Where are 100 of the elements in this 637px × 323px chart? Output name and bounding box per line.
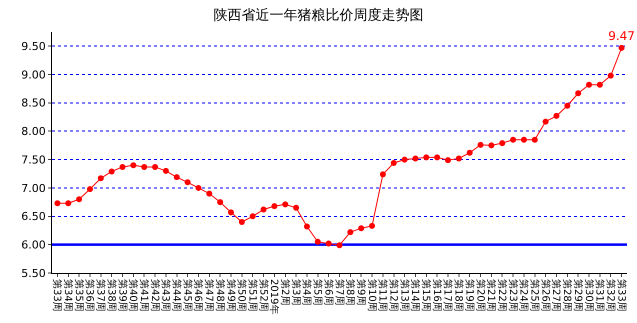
x-tick-label: 第10周 xyxy=(366,279,378,312)
point xyxy=(314,238,321,245)
y-tick-label: 7.00 xyxy=(21,182,46,195)
point xyxy=(304,224,310,230)
x-tick-label: 第30周 xyxy=(582,279,595,312)
point xyxy=(444,157,451,164)
data-label: 9.47 xyxy=(608,29,635,44)
point xyxy=(390,160,397,166)
point xyxy=(532,136,538,143)
point xyxy=(54,200,60,206)
x-tick-label: 第8周 xyxy=(344,279,356,306)
point xyxy=(423,154,430,160)
x-tick-label: 第33周 xyxy=(51,279,64,312)
x-tick-label: 第15周 xyxy=(420,279,432,312)
point xyxy=(510,136,516,143)
x-tick-label: 第37周 xyxy=(94,279,107,312)
x-tick-label: 第9周 xyxy=(354,279,367,306)
point xyxy=(238,218,245,225)
x-tick-label: 第31周 xyxy=(594,279,606,312)
x-tick-label: 第25周 xyxy=(528,279,541,312)
x-tick-label: 第14周 xyxy=(409,279,422,312)
point xyxy=(184,179,191,186)
x-tick-label: 第50周 xyxy=(236,279,248,312)
x-tick-label: 第43周 xyxy=(160,279,172,312)
point xyxy=(575,90,582,96)
point xyxy=(195,184,202,191)
point xyxy=(553,112,560,119)
y-tick-label: 7.50 xyxy=(21,153,46,166)
x-tick-label: 第33周 xyxy=(615,279,628,312)
y-tick-label: 9.00 xyxy=(21,68,46,82)
x-tick-label: 第13周 xyxy=(398,279,410,312)
x-tick-label: 第29周 xyxy=(572,279,584,312)
y-tick-label: 6.00 xyxy=(21,238,46,252)
point xyxy=(586,82,592,88)
x-tick-label: 第48周 xyxy=(214,279,226,312)
point xyxy=(402,156,408,163)
point xyxy=(358,225,364,232)
x-tick-label: 第49周 xyxy=(224,279,237,312)
x-tick-label: 第51周 xyxy=(246,279,258,312)
point xyxy=(412,155,418,162)
x-tick-label: 第27周 xyxy=(550,279,562,312)
x-tick-label: 第2周 xyxy=(279,279,291,306)
y-tick-label: 5.50 xyxy=(21,266,46,280)
x-tick-label: 第45周 xyxy=(181,279,194,312)
x-tick-label: 第21周 xyxy=(485,279,498,312)
x-tick-label: 第42周 xyxy=(148,279,161,312)
x-tick-label: 第16周 xyxy=(430,279,443,312)
x-tick-label: 第7周 xyxy=(333,279,346,306)
point xyxy=(108,168,115,174)
point xyxy=(380,171,386,178)
x-tick-label: 第28周 xyxy=(561,279,574,312)
point xyxy=(326,240,332,247)
x-tick-label: 第23周 xyxy=(506,279,519,312)
y-tick-label: 8.00 xyxy=(21,125,46,138)
point xyxy=(206,190,212,197)
y-tick-label: 9.50 xyxy=(21,40,46,54)
point xyxy=(608,72,614,79)
point xyxy=(141,164,148,170)
point xyxy=(478,142,484,148)
point xyxy=(152,164,158,170)
point xyxy=(336,242,342,248)
point xyxy=(520,136,527,143)
y-tick-label: 6.50 xyxy=(21,210,46,224)
x-tick-label: 第18周 xyxy=(452,279,465,312)
point xyxy=(347,229,354,236)
x-tick-label: 第19周 xyxy=(463,279,476,312)
point xyxy=(564,102,570,109)
x-tick-label: 第39周 xyxy=(116,279,128,312)
point xyxy=(293,204,300,211)
x-tick-label: 第24周 xyxy=(518,279,530,312)
chart-title: 陕西省近一年猪粮比价周度走势图 xyxy=(214,7,424,24)
x-tick-label: 第46周 xyxy=(192,279,204,312)
x-tick-label: 第44周 xyxy=(170,279,183,312)
x-tick-label: 第38周 xyxy=(105,279,118,312)
point xyxy=(282,201,288,208)
x-tick-label: 第17周 xyxy=(442,279,454,312)
x-tick-label: 2019年 xyxy=(268,279,280,314)
x-tick-label: 第20周 xyxy=(474,279,486,312)
point xyxy=(260,206,267,212)
point xyxy=(228,209,234,216)
x-tick-label: 第40周 xyxy=(127,279,140,312)
point xyxy=(120,164,126,170)
point xyxy=(369,222,376,229)
x-tick-label: 第26周 xyxy=(539,279,552,312)
point xyxy=(65,200,72,206)
x-tick-label: 第47周 xyxy=(203,279,216,312)
x-tick-label: 第41周 xyxy=(138,279,150,312)
point xyxy=(456,155,462,162)
point xyxy=(542,118,549,125)
x-tick-label: 第35周 xyxy=(72,279,85,312)
point xyxy=(434,154,440,160)
point xyxy=(250,213,256,220)
x-tick-label: 第22周 xyxy=(496,279,508,312)
point xyxy=(98,175,104,182)
x-tick-label: 第36周 xyxy=(84,279,96,312)
x-tick-label: 第11周 xyxy=(376,279,389,312)
x-tick-label: 第32周 xyxy=(604,279,616,312)
x-tick-label: 第12周 xyxy=(388,279,400,312)
x-tick-label: 第3周 xyxy=(290,279,302,306)
point xyxy=(162,168,169,174)
